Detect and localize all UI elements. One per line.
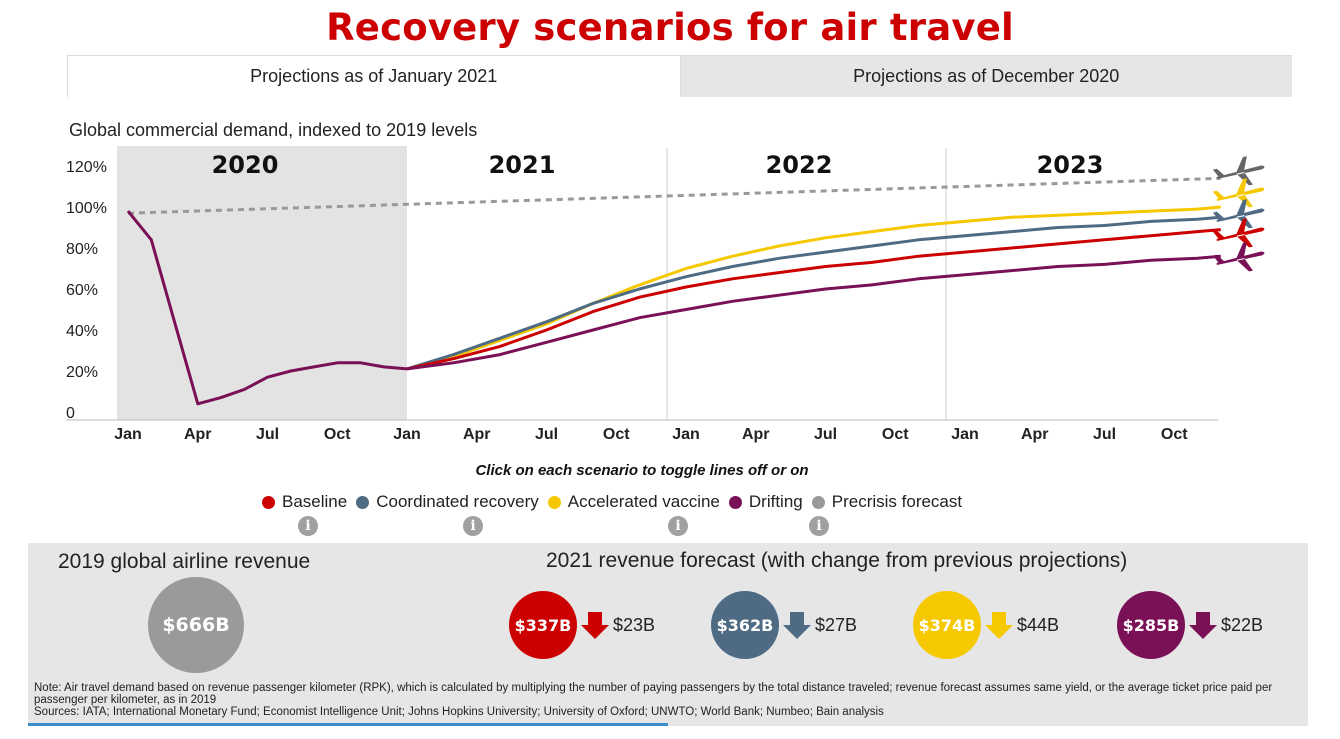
x-tick-label: Oct: [882, 426, 909, 443]
baseline-info-icon[interactable]: i: [298, 516, 318, 536]
forecast-change: $23B: [613, 614, 656, 635]
x-tick-label: Apr: [184, 426, 212, 443]
y-tick-label: 0: [66, 405, 75, 422]
projection-tabs: Projections as of January 2021 Projectio…: [67, 55, 1292, 97]
x-tick-label: Jul: [814, 426, 837, 443]
x-tick-label: Jul: [535, 426, 558, 443]
demand-line-chart: 2020 2021 2022 2023 0 20% 40% 60% 80% 100% 120% J…: [66, 146, 1265, 443]
baseline-dot-icon: [262, 495, 275, 509]
x-tick-label: Apr: [742, 426, 770, 443]
forecast-circle: $362B: [711, 591, 779, 659]
chart-subtitle: Global commercial demand, indexed to 201…: [69, 120, 478, 140]
down-arrow-icon: [581, 612, 609, 639]
precrisis-plane-icon: [1212, 156, 1265, 186]
note-text: Note: Air travel demand based on revenue…: [34, 682, 1273, 706]
precrisis-dot-icon: [811, 495, 825, 509]
x-tick-label: Oct: [603, 426, 630, 443]
forecast-coordinated: $362B $27B: [711, 591, 857, 659]
plane-shape: [1212, 242, 1265, 272]
down-arrow-icon: [985, 612, 1013, 639]
progress-bar: [28, 723, 668, 726]
x-tick-label: Jul: [256, 426, 279, 443]
x-tick-label: Jan: [393, 426, 421, 443]
forecast-change: $44B: [1017, 614, 1060, 635]
plane-shape: [1212, 199, 1265, 229]
y-tick-label: 40%: [66, 323, 98, 340]
accelerated-plane-icon: [1212, 178, 1265, 208]
baseline-plane-icon: [1212, 218, 1265, 248]
drifting-info-icon[interactable]: i: [809, 516, 829, 536]
tab-december-2020[interactable]: Projections as of December 2020: [680, 55, 1292, 97]
y-tick-label: 120%: [66, 159, 107, 176]
coordinated-info-icon[interactable]: i: [463, 516, 483, 536]
legend-label: Accelerated vaccine: [567, 492, 720, 511]
drifting-plane-icon: [1212, 242, 1265, 272]
series-line-drifting: [406, 254, 1221, 371]
forecast-accelerated: $374B $44B: [913, 591, 1059, 659]
legend-item-drifting[interactable]: Drifting: [728, 492, 803, 512]
legend: Baseline Coordinated recovery Accelerate…: [262, 492, 971, 512]
down-arrow-icon: [1189, 612, 1217, 639]
x-tick-label: Jan: [951, 426, 979, 443]
forecast-heading: 2021 revenue forecast (with change from …: [546, 549, 1128, 572]
shaded-2020-region: [117, 146, 407, 420]
footnote: Note: Air travel demand based on revenue…: [34, 682, 1304, 718]
plane-shape: [1212, 178, 1265, 208]
historical-demand-line: [126, 210, 408, 406]
toggle-hint: Click on each scenario to toggle lines o…: [475, 462, 809, 479]
x-tick-label: Apr: [1021, 426, 1049, 443]
accelerated-dot-icon: [547, 495, 561, 509]
x-tick-label: Apr: [463, 426, 491, 443]
y-tick-label: 80%: [66, 241, 98, 258]
legend-label: Precrisis forecast: [831, 492, 963, 511]
legend-item-baseline[interactable]: Baseline: [262, 492, 347, 512]
page-title: Recovery scenarios for air travel: [326, 6, 1014, 49]
down-arrow-icon: [783, 612, 811, 639]
x-tick-label: Jan: [114, 426, 142, 443]
series-line-coordinated-recovery: [406, 215, 1221, 371]
x-tick-label: Jan: [672, 426, 700, 443]
coordinated-dot-icon: [356, 495, 370, 509]
forecast-change: $27B: [815, 614, 858, 635]
legend-label: Coordinated recovery: [376, 492, 539, 511]
forecast-baseline: $337B $23B: [509, 591, 655, 659]
forecast-circle: $374B: [913, 591, 981, 659]
forecast-circle: $337B: [509, 591, 577, 659]
forecast-drifting: $285B $22B: [1117, 591, 1263, 659]
revenue-2019-heading: 2019 global airline revenue: [58, 550, 311, 573]
legend-item-accelerated-vaccine[interactable]: Accelerated vaccine: [547, 492, 720, 512]
y-tick-label: 100%: [66, 200, 107, 217]
legend-label: Drifting: [748, 492, 803, 511]
tab-january-2021[interactable]: Projections as of January 2021: [67, 55, 681, 97]
legend-label: Baseline: [282, 492, 348, 511]
revenue-2019-circle: $666B: [148, 577, 244, 673]
drifting-dot-icon: [728, 495, 742, 509]
forecast-change: $22B: [1221, 614, 1264, 635]
x-tick-label: Oct: [324, 426, 351, 443]
forecast-circle: $285B: [1117, 591, 1185, 659]
series-line-baseline: [406, 228, 1221, 371]
year-label: 2021: [489, 151, 556, 179]
x-tick-label: Oct: [1161, 426, 1188, 443]
plane-shape: [1212, 156, 1265, 186]
accelerated-info-icon[interactable]: i: [668, 516, 688, 536]
series-line-accelerated-vaccine: [406, 205, 1221, 371]
y-tick-label: 60%: [66, 282, 98, 299]
x-tick-label: Jul: [1093, 426, 1116, 443]
y-tick-label: 20%: [66, 364, 98, 381]
coordinated-plane-icon: [1212, 199, 1265, 229]
legend-item-precrisis-forecast[interactable]: Precrisis forecast: [811, 492, 963, 512]
sources-text: Sources: IATA; International Monetary Fu…: [34, 706, 884, 718]
year-label: 2020: [212, 151, 279, 179]
year-label: 2023: [1037, 151, 1104, 179]
plane-shape: [1212, 218, 1265, 248]
year-label: 2022: [766, 151, 833, 179]
legend-item-coordinated-recovery[interactable]: Coordinated recovery: [356, 492, 539, 512]
